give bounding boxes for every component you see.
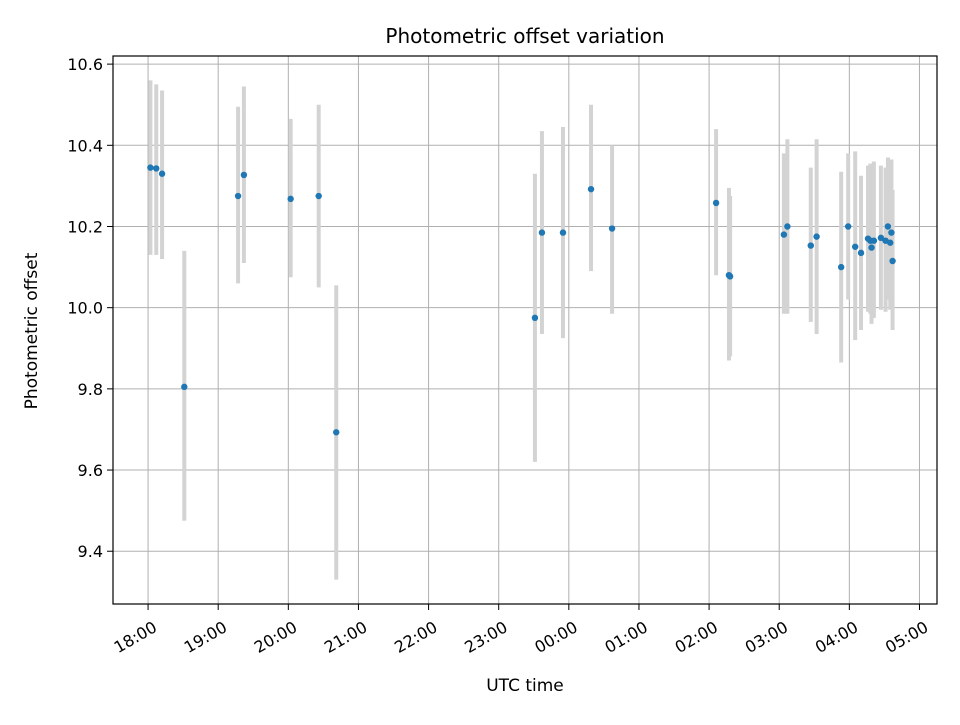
data-point [587, 185, 595, 193]
data-point [780, 231, 788, 238]
data-point [813, 233, 820, 240]
y-tick-label: 10.0 [67, 299, 103, 318]
data-point [888, 229, 895, 236]
y-tick-label: 9.4 [78, 542, 103, 561]
data-point [153, 165, 160, 172]
data-point [287, 195, 294, 203]
data-points [147, 164, 896, 436]
data-point [844, 223, 852, 230]
y-tick-label: 10.6 [67, 55, 103, 74]
data-point [784, 223, 791, 230]
data-point [870, 237, 878, 244]
y-tick-label: 10.2 [67, 217, 103, 236]
chart-title: Photometric offset variation [385, 24, 664, 48]
data-point [333, 429, 340, 436]
data-point [147, 164, 154, 171]
data-point [315, 192, 322, 200]
data-point [837, 263, 845, 271]
y-tick-label: 9.6 [78, 461, 103, 480]
data-point [857, 249, 865, 257]
y-axis-label: Photometric offset [22, 252, 42, 409]
data-point [158, 170, 166, 177]
plot-frame [112, 55, 938, 605]
data-point [608, 225, 616, 232]
data-point [559, 229, 567, 236]
data-point [868, 244, 875, 251]
data-point [726, 273, 734, 280]
data-point [181, 383, 188, 391]
data-point [531, 314, 539, 322]
data-point [851, 243, 859, 250]
data-point [884, 223, 892, 230]
x-axis-label: UTC time [486, 676, 564, 696]
data-point [807, 242, 814, 249]
data-point [234, 192, 242, 200]
data-point [877, 234, 885, 242]
data-point [240, 171, 248, 179]
y-tick-label: 9.8 [78, 380, 103, 399]
grid-lines [113, 56, 937, 604]
data-point [538, 229, 546, 236]
data-point [887, 239, 894, 246]
data-point [712, 199, 720, 207]
y-tick-label: 10.4 [67, 136, 103, 155]
data-point [889, 257, 896, 265]
